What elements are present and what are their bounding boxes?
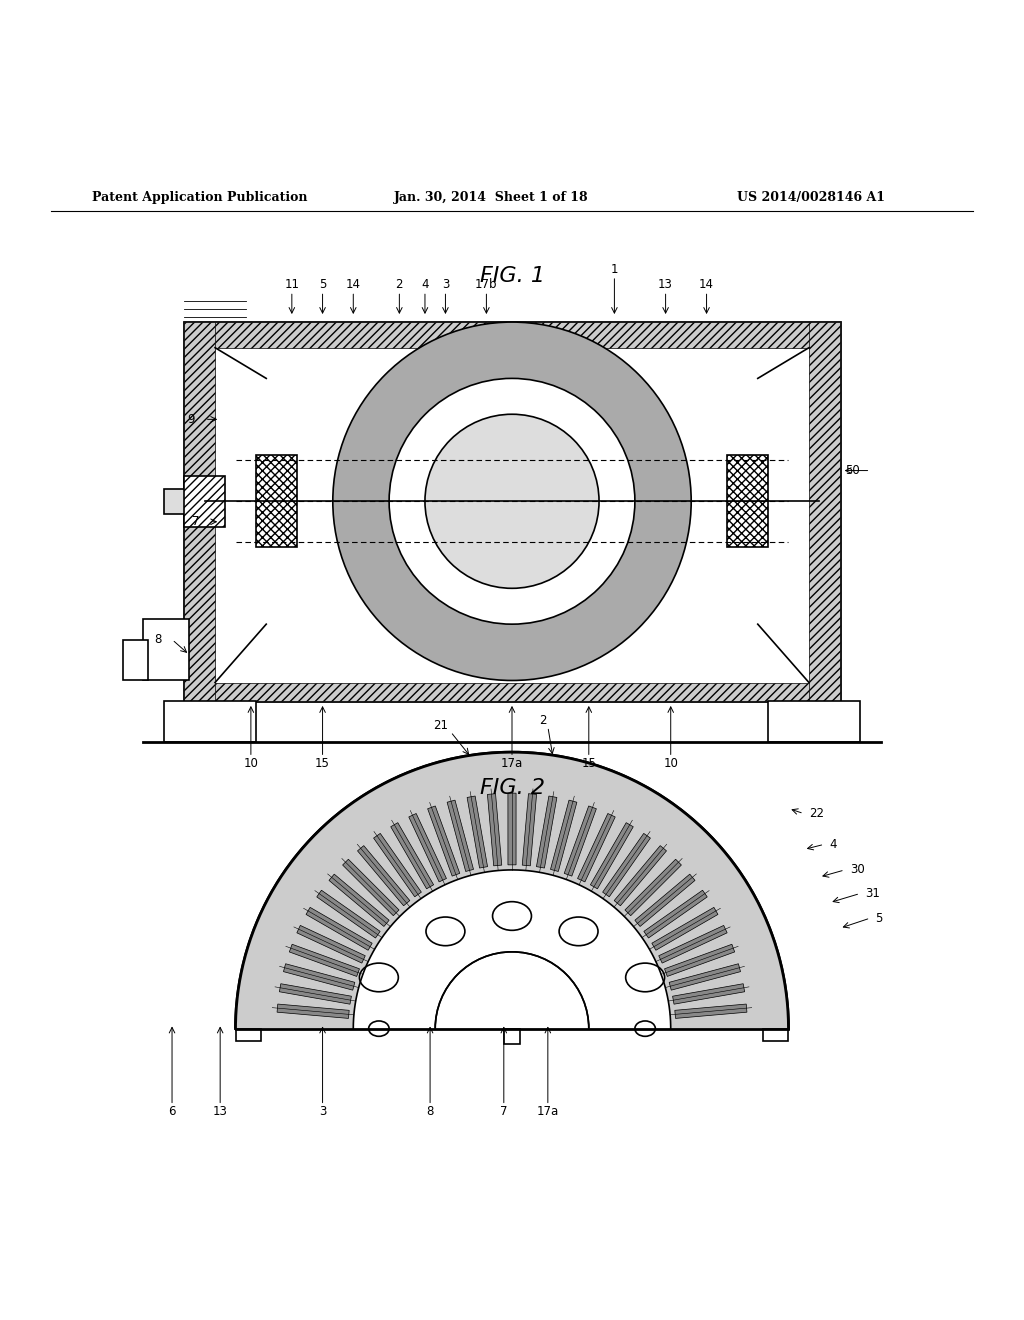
Polygon shape	[374, 833, 421, 896]
Polygon shape	[487, 793, 502, 866]
Polygon shape	[669, 964, 740, 990]
Text: 14: 14	[346, 279, 360, 292]
Polygon shape	[522, 793, 537, 866]
Text: 4: 4	[829, 838, 837, 851]
Bar	[123, 639, 148, 681]
Polygon shape	[675, 1005, 746, 1019]
Polygon shape	[578, 813, 615, 882]
Circle shape	[425, 414, 599, 589]
Bar	[236, 1028, 261, 1041]
Polygon shape	[635, 874, 695, 927]
Polygon shape	[625, 859, 681, 916]
Text: 2: 2	[395, 279, 403, 292]
Text: 30: 30	[850, 863, 864, 876]
Text: 17b: 17b	[475, 279, 498, 292]
Polygon shape	[278, 1005, 349, 1019]
Text: US 2014/0028146 A1: US 2014/0028146 A1	[737, 191, 886, 205]
Polygon shape	[284, 964, 355, 990]
Polygon shape	[665, 944, 734, 977]
Text: 50: 50	[846, 465, 860, 477]
Polygon shape	[508, 793, 516, 865]
Polygon shape	[391, 822, 433, 888]
Bar	[164, 701, 256, 742]
Text: 8: 8	[155, 634, 162, 645]
Text: Patent Application Publication: Patent Application Publication	[92, 191, 307, 205]
Bar	[727, 455, 768, 548]
Text: 15: 15	[582, 758, 596, 771]
Polygon shape	[652, 907, 718, 950]
Circle shape	[389, 379, 635, 624]
Bar	[143, 619, 189, 681]
Text: 2: 2	[539, 714, 547, 726]
Text: FIG. 1: FIG. 1	[479, 265, 545, 285]
Text: 22: 22	[809, 807, 824, 820]
Text: 1: 1	[610, 263, 618, 276]
Ellipse shape	[635, 1020, 655, 1036]
Text: 8: 8	[426, 1105, 434, 1118]
Bar	[184, 322, 215, 701]
Bar	[256, 455, 297, 548]
Text: 3: 3	[318, 1105, 327, 1118]
Text: 5: 5	[876, 912, 883, 924]
Polygon shape	[564, 807, 596, 876]
Text: FIG. 2: FIG. 2	[479, 777, 545, 797]
Text: 14: 14	[699, 279, 714, 292]
Polygon shape	[551, 800, 577, 871]
Text: 7: 7	[500, 1105, 508, 1118]
Ellipse shape	[559, 917, 598, 945]
Polygon shape	[297, 925, 366, 964]
Polygon shape	[428, 807, 460, 876]
Text: 13: 13	[658, 279, 673, 292]
Text: 17a: 17a	[501, 758, 523, 771]
Polygon shape	[603, 833, 650, 896]
Text: 13: 13	[213, 1105, 227, 1118]
Polygon shape	[357, 846, 410, 906]
Text: 17a: 17a	[537, 1105, 559, 1118]
Ellipse shape	[359, 964, 398, 991]
Text: Jan. 30, 2014  Sheet 1 of 18: Jan. 30, 2014 Sheet 1 of 18	[394, 191, 589, 205]
Ellipse shape	[426, 917, 465, 945]
Ellipse shape	[626, 964, 665, 991]
Polygon shape	[409, 813, 446, 882]
Text: 4: 4	[421, 279, 429, 292]
Polygon shape	[673, 983, 744, 1005]
Text: 11: 11	[285, 279, 299, 292]
Polygon shape	[329, 874, 389, 927]
Circle shape	[333, 322, 691, 681]
Polygon shape	[591, 822, 633, 888]
Polygon shape	[537, 796, 557, 869]
Bar	[504, 1028, 519, 1044]
Text: 10: 10	[244, 758, 258, 771]
Ellipse shape	[369, 1020, 389, 1036]
Polygon shape	[447, 800, 473, 871]
Polygon shape	[467, 796, 487, 869]
Bar	[184, 322, 840, 701]
Polygon shape	[280, 983, 351, 1005]
Text: 15: 15	[315, 758, 330, 771]
Text: 7: 7	[193, 515, 200, 528]
Text: 3: 3	[441, 279, 450, 292]
Text: 6: 6	[168, 1105, 176, 1118]
Bar	[164, 488, 205, 513]
Text: 21: 21	[433, 718, 447, 731]
Text: 5: 5	[318, 279, 327, 292]
Bar	[184, 475, 225, 527]
Bar	[809, 322, 840, 701]
Bar	[184, 322, 840, 347]
Polygon shape	[343, 859, 399, 916]
Bar	[184, 682, 840, 701]
Polygon shape	[614, 846, 667, 906]
Polygon shape	[658, 925, 727, 964]
Bar	[763, 1028, 788, 1041]
Polygon shape	[290, 944, 359, 977]
Polygon shape	[644, 890, 708, 939]
Polygon shape	[316, 890, 380, 939]
Text: 10: 10	[664, 758, 678, 771]
Ellipse shape	[493, 902, 531, 931]
Text: 31: 31	[865, 887, 881, 900]
Bar	[768, 701, 860, 742]
Text: 9: 9	[187, 413, 195, 426]
Polygon shape	[306, 907, 372, 950]
Polygon shape	[236, 752, 788, 1028]
